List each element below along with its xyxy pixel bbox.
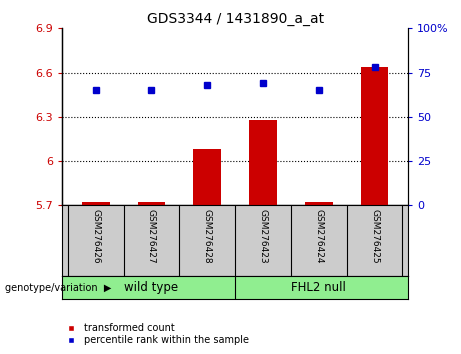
Text: GSM276423: GSM276423 (259, 209, 267, 263)
Text: GSM276427: GSM276427 (147, 209, 156, 263)
Bar (249, 120, 277, 205)
Bar (193, 149, 221, 205)
Bar (305, 202, 333, 205)
Text: GSM276425: GSM276425 (370, 209, 379, 263)
Bar (82, 202, 110, 205)
Text: genotype/variation  ▶: genotype/variation ▶ (5, 282, 111, 293)
Text: GSM276426: GSM276426 (91, 209, 100, 263)
Bar (137, 202, 165, 205)
Bar (361, 67, 389, 205)
Text: FHL2 null: FHL2 null (291, 281, 346, 294)
Text: GSM276428: GSM276428 (203, 209, 212, 263)
Text: GSM276424: GSM276424 (314, 209, 323, 263)
Title: GDS3344 / 1431890_a_at: GDS3344 / 1431890_a_at (147, 12, 324, 26)
Legend: transformed count, percentile rank within the sample: transformed count, percentile rank withi… (58, 319, 253, 349)
Text: wild type: wild type (124, 281, 178, 294)
